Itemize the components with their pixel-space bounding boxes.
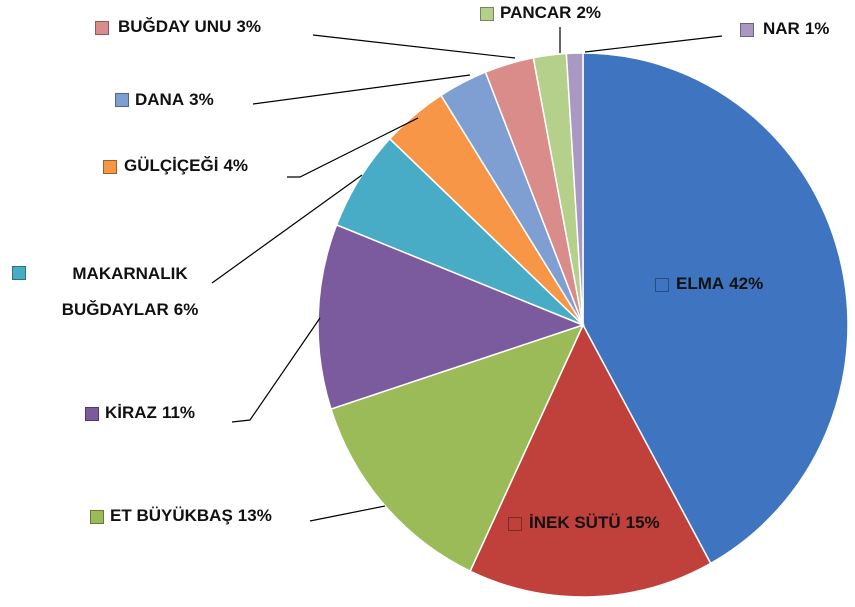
- legend-swatch: [655, 278, 669, 292]
- slice-label: NAR 1%: [763, 11, 829, 47]
- category-label: NAR: [763, 19, 800, 38]
- slice-label: İNEK SÜTÜ 15%: [529, 505, 660, 541]
- slice-label: MAKARNALIK BUĞDAYLAR 6%: [30, 256, 230, 328]
- value-label: 6%: [173, 300, 199, 319]
- category-label: ET BÜYÜKBAŞ: [110, 506, 233, 525]
- category-label: DANA: [135, 90, 185, 109]
- leader-line: [287, 117, 419, 178]
- legend-swatch: [90, 510, 104, 524]
- leader-line: [231, 317, 321, 423]
- pie-slice: [469, 323, 712, 598]
- category-label: İNEK SÜTÜ: [529, 513, 621, 532]
- pie-slice: [565, 52, 584, 326]
- category-label: MAKARNALIK BUĞDAYLAR: [61, 264, 188, 319]
- value-label: 11%: [161, 403, 196, 422]
- slice-label: ET BÜYÜKBAŞ 13%: [110, 498, 272, 534]
- value-label: 13%: [237, 506, 272, 525]
- legend-swatch: [103, 160, 117, 174]
- slice-label: PANCAR 2%: [500, 0, 601, 31]
- legend-swatch: [508, 517, 522, 531]
- legend-swatch: [115, 93, 129, 107]
- value-label: 2%: [576, 3, 602, 22]
- leader-line: [309, 505, 386, 522]
- slice-label: BUĞDAY UNU 3%: [118, 9, 261, 45]
- slice-label: GÜLÇİÇEĞİ 4%: [124, 148, 248, 184]
- slice-label: DANA 3%: [135, 82, 214, 118]
- legend-swatch: [480, 7, 494, 21]
- legend-swatch: [95, 21, 109, 35]
- value-label: 4%: [223, 156, 249, 175]
- category-label: GÜLÇİÇEĞİ: [124, 156, 219, 175]
- pie-slice: [317, 223, 586, 411]
- leader-line: [211, 174, 363, 284]
- pie-slice: [582, 52, 849, 565]
- value-label: 42%: [729, 274, 764, 293]
- value-label: 3%: [236, 17, 261, 36]
- leader-line: [252, 74, 471, 105]
- pie-slice: [330, 323, 585, 573]
- leader-line: [584, 35, 723, 53]
- legend-swatch: [12, 266, 26, 280]
- value-label: 3%: [189, 90, 214, 109]
- category-label: BUĞDAY UNU: [118, 17, 232, 36]
- category-label: ELMA: [676, 274, 725, 293]
- value-label: 1%: [804, 19, 830, 38]
- leader-line: [312, 34, 516, 59]
- legend-swatch: [85, 407, 99, 421]
- category-label: KİRAZ: [105, 403, 157, 422]
- slice-label: KİRAZ 11%: [105, 395, 195, 431]
- slice-label: ELMA 42%: [676, 266, 763, 302]
- value-label: 15%: [625, 513, 660, 532]
- legend-swatch: [740, 23, 754, 37]
- category-label: PANCAR: [500, 3, 572, 22]
